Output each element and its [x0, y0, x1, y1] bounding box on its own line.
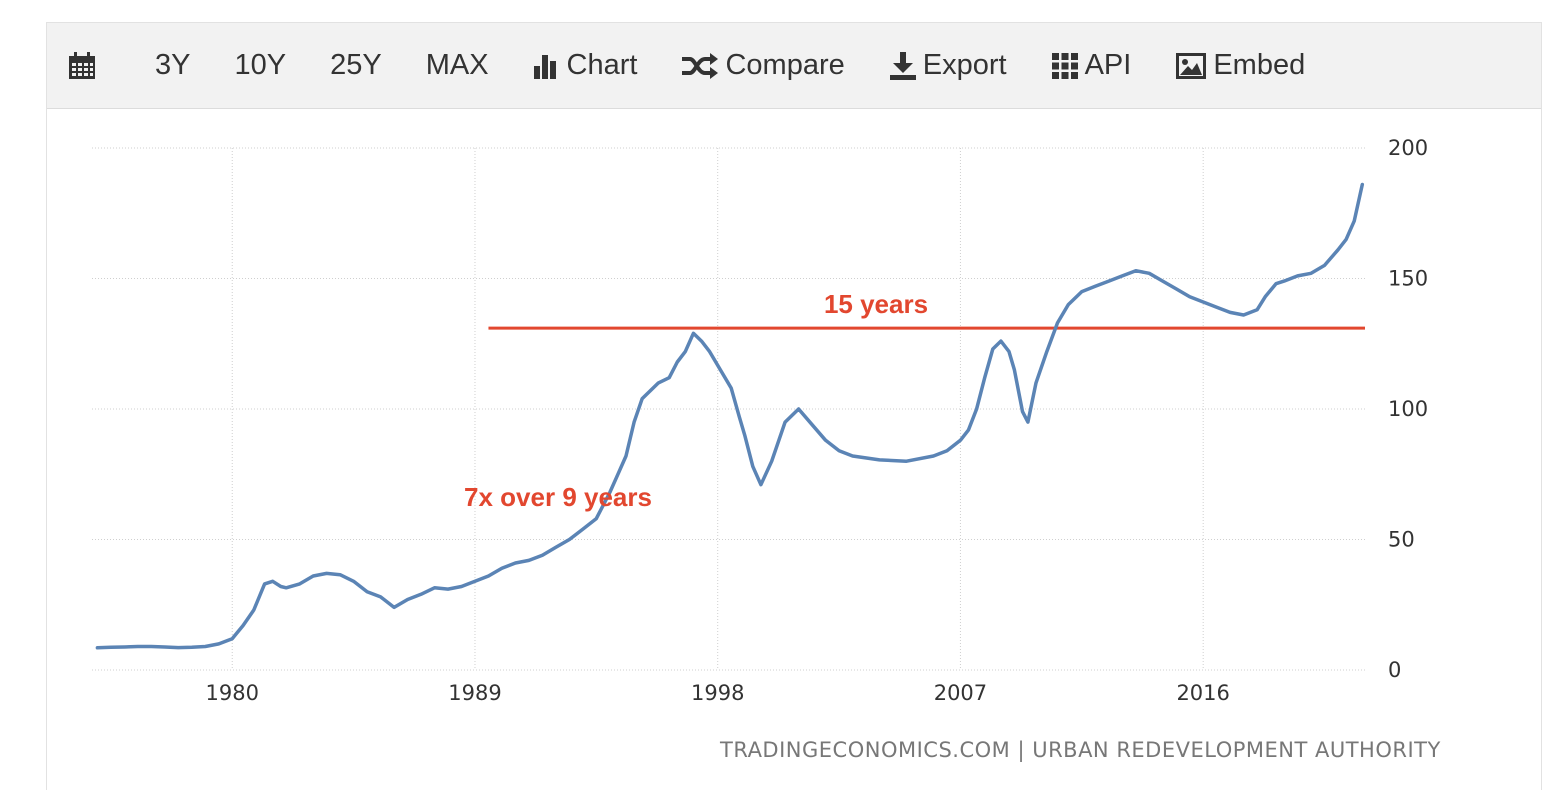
grid-icon [1051, 52, 1078, 79]
x-tick-label: 1980 [206, 681, 259, 705]
range-10y-button[interactable]: 10Y [234, 49, 286, 82]
range-max-label: MAX [425, 49, 489, 81]
annotation-label-7x: 7x over 9 years [464, 482, 652, 512]
chart-type-button[interactable]: Chart [533, 49, 638, 82]
calendar-icon [69, 51, 95, 79]
embed-button[interactable]: Embed [1175, 49, 1305, 82]
range-10y-label: 10Y [234, 49, 287, 81]
export-label: Export [922, 49, 1007, 81]
y-tick-label: 100 [1388, 397, 1428, 421]
api-label: API [1084, 49, 1132, 81]
source-attribution[interactable]: TRADINGECONOMICS.COM | URBAN REDEVELOPME… [720, 738, 1441, 762]
range-3y-button[interactable]: 3Y [155, 49, 190, 82]
range-max-button[interactable]: MAX [426, 49, 489, 82]
image-icon [1176, 52, 1207, 79]
y-tick-label: 0 [1388, 658, 1401, 682]
bar-chart-icon [533, 54, 556, 79]
chart-type-label: Chart [566, 49, 638, 81]
api-button[interactable]: API [1051, 49, 1132, 82]
chart-toolbar: 3Y 10Y 25Y MAX Chart Compare [47, 23, 1541, 109]
range-25y-button[interactable]: 25Y [330, 49, 382, 82]
download-icon [889, 51, 916, 80]
y-tick-label: 150 [1388, 267, 1428, 291]
y-tick-label: 50 [1388, 528, 1415, 552]
y-tick-label: 200 [1388, 136, 1428, 160]
compare-label: Compare [725, 49, 845, 81]
export-button[interactable]: Export [889, 49, 1007, 82]
chart-panel: 3Y 10Y 25Y MAX Chart Compare [46, 22, 1542, 790]
embed-label: Embed [1213, 49, 1306, 81]
compare-button[interactable]: Compare [681, 49, 845, 82]
range-3y-label: 3Y [155, 49, 191, 81]
series-line [95, 182, 1365, 650]
range-25y-label: 25Y [330, 49, 382, 81]
x-tick-label: 2007 [934, 681, 987, 705]
x-tick-label: 1989 [448, 681, 501, 705]
x-tick-label: 1998 [691, 681, 744, 705]
shuffle-icon [682, 52, 719, 79]
calendar-button[interactable] [67, 51, 97, 81]
annotation-label-15-years: 15 years [824, 289, 928, 319]
x-tick-label: 2016 [1176, 681, 1229, 705]
